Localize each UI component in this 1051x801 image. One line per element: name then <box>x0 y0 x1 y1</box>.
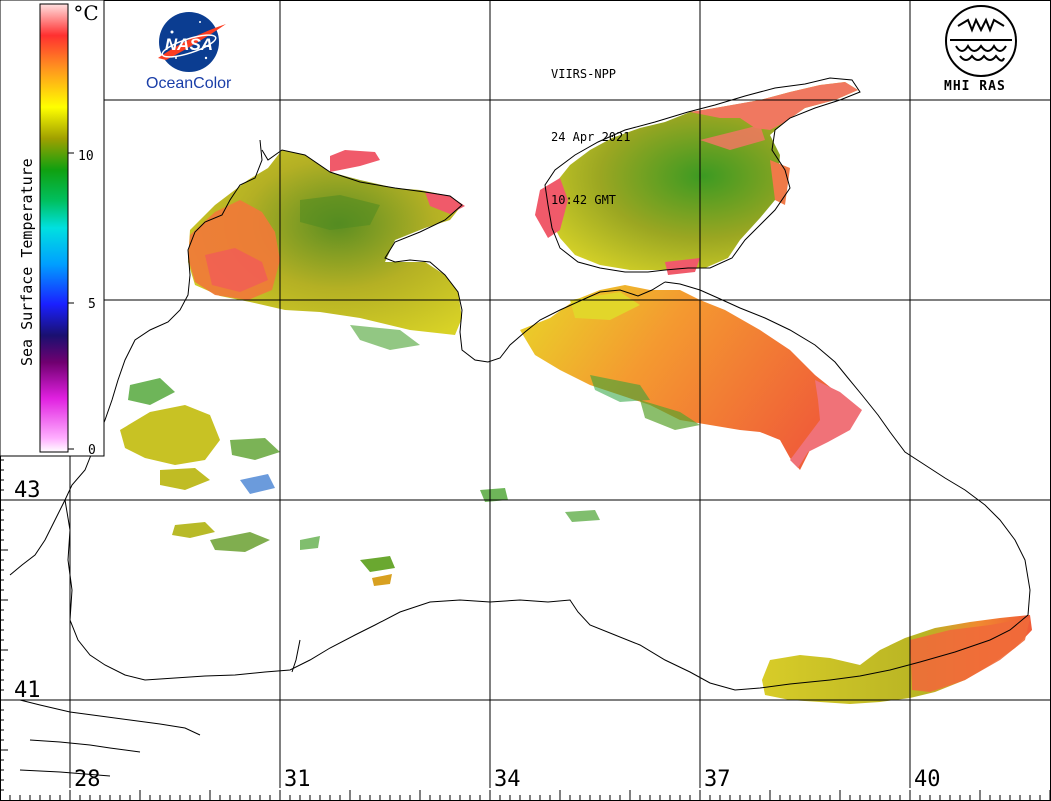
colorbar-tick-5: 5 <box>88 297 96 312</box>
satellite-name: VIIRS-NPP <box>551 67 617 81</box>
colorbar-title: Sea Surface Temperature <box>18 158 36 366</box>
colorbar-legend: °C 10 5 0 Sea Surface Temperature <box>0 0 105 458</box>
mhi-ras-logo <box>945 5 1017 77</box>
coastline <box>0 0 1031 777</box>
colorbar-tick-0: 0 <box>88 443 96 458</box>
colorbar-ticks <box>68 152 74 450</box>
lon-label-37: 37 <box>704 767 731 792</box>
lon-label-34: 34 <box>494 767 521 792</box>
sst-field-south <box>762 615 1032 704</box>
acquisition-date: 24 Apr 2021 <box>551 130 631 144</box>
lon-label-40: 40 <box>914 767 941 792</box>
colorbar-tick-10: 10 <box>78 149 94 164</box>
lat-label-43: 43 <box>14 478 41 503</box>
sst-field-east <box>520 285 862 470</box>
acquisition-time: 10:42 GMT <box>551 193 617 207</box>
oceancolor-label: OceanColor <box>146 75 232 92</box>
lon-label-31: 31 <box>284 767 311 792</box>
sst-field-west-patches <box>120 325 650 586</box>
longitude-labels: 28 31 34 37 40 <box>74 767 941 792</box>
colorbar-gradient <box>39 3 69 453</box>
acquisition-info: VIIRS-NPP 24 Apr 2021 10:42 GMT <box>551 22 630 253</box>
lon-label-28: 28 <box>74 767 101 792</box>
latitude-labels: 43 41 <box>14 478 41 703</box>
nasa-logo: NASA <box>158 12 226 72</box>
colorbar-unit: °C <box>73 1 98 25</box>
svg-text:NASA: NASA <box>165 35 213 54</box>
lat-label-41: 41 <box>14 678 41 703</box>
mhi-ras-label: MHI RAS <box>944 79 1006 94</box>
sst-field-northwest <box>188 150 465 335</box>
